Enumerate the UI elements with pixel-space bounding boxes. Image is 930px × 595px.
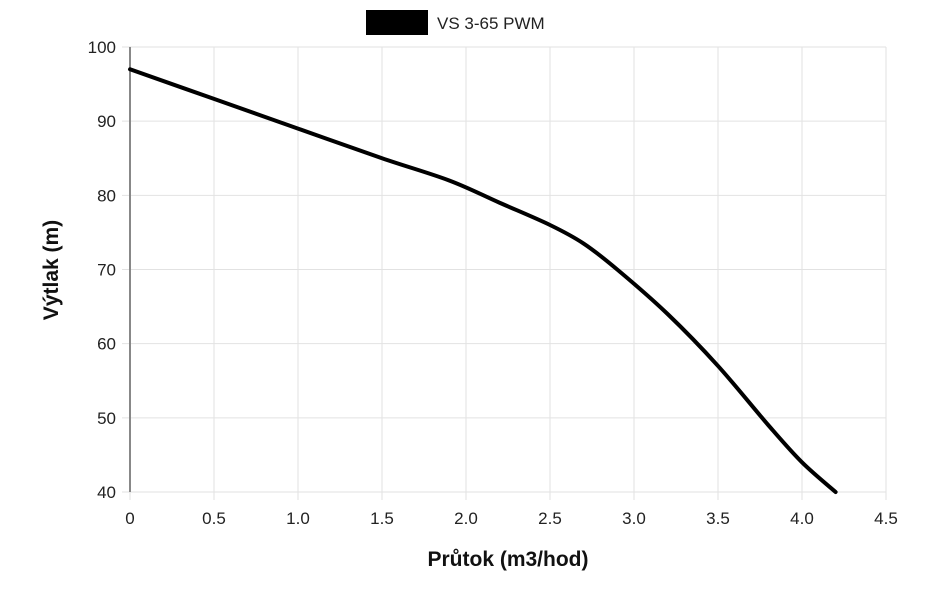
legend-label-vs-3-65-pwm: VS 3-65 PWM — [437, 14, 545, 33]
x-tick-label: 1.5 — [370, 509, 394, 528]
x-tick-label: 0 — [125, 509, 134, 528]
legend-swatch-vs-3-65-pwm — [366, 10, 428, 35]
x-tick-label: 1.0 — [286, 509, 310, 528]
x-tick-label: 4.5 — [874, 509, 898, 528]
x-tick-label: 3.5 — [706, 509, 730, 528]
grid — [122, 46, 887, 500]
y-tick-label: 60 — [97, 335, 116, 354]
x-tick-label: 3.0 — [622, 509, 646, 528]
y-tick-label: 100 — [88, 38, 116, 57]
y-tick-label: 40 — [97, 483, 116, 502]
x-tick-labels: 0 0.5 1.0 1.5 2.0 2.5 3.0 3.5 4.0 4.5 — [125, 509, 898, 528]
y-tick-label: 70 — [97, 261, 116, 280]
legend: VS 3-65 PWM — [366, 10, 545, 35]
series-line-vs-3-65-pwm — [128, 67, 838, 494]
x-tick-label: 4.0 — [790, 509, 814, 528]
x-axis-title: Průtok (m3/hod) — [428, 548, 589, 571]
y-tick-label: 50 — [97, 409, 116, 428]
y-tick-label: 80 — [97, 186, 116, 205]
y-tick-labels: 40 50 60 70 80 90 100 — [88, 38, 116, 502]
x-tick-label: 0.5 — [202, 509, 226, 528]
y-tick-label: 90 — [97, 112, 116, 131]
series-layer — [128, 67, 838, 494]
x-tick-label: 2.0 — [454, 509, 478, 528]
x-tick-label: 2.5 — [538, 509, 562, 528]
y-axis-title: Výtlak (m) — [40, 220, 63, 320]
